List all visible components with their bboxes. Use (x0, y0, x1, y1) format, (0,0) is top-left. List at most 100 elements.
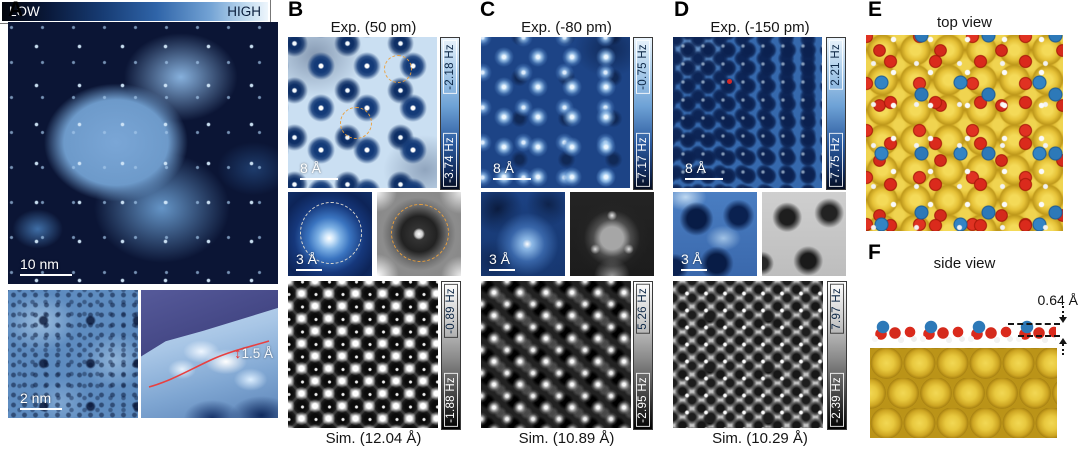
panel-e-title: top view (936, 14, 993, 31)
panel-d-title: Exp. (-150 pm) (710, 19, 810, 36)
sim-colorbar-d: 7.97 Hz -2.39 Hz (827, 281, 847, 430)
colorbar-max-label: 5.26 Hz (636, 284, 650, 334)
afm-exp-image-d: 8 Å (673, 37, 822, 188)
red-marker (726, 79, 732, 85)
scalebar-label: 3 Å (681, 250, 703, 267)
colorbar-max-label: 2.21 Hz (829, 40, 843, 90)
colorbar-max-label: -0.89 Hz (444, 284, 458, 338)
afm-sim-image-d (673, 281, 823, 428)
exp-colorbar-c: -0.75 Hz -7.17 Hz (633, 37, 653, 190)
panel-b-title: Exp. (50 pm) (330, 19, 417, 36)
3d-surface (141, 307, 278, 418)
panel-e-label: E (868, 0, 883, 21)
zoom-image-sim-d (762, 192, 846, 276)
sim-colorbar-c: 5.26 Hz -2.95 Hz (633, 281, 653, 430)
top-view-model (866, 35, 1063, 231)
molecule-layer (870, 315, 1056, 348)
afm-sim-image-c (481, 281, 631, 428)
height-annotation: ↕1.5 Å (234, 345, 273, 363)
colorbar-min-label: -1.88 Hz (444, 373, 458, 427)
zoom-image-sim-c (570, 192, 654, 276)
scalebar-label: 8 Å (300, 159, 322, 176)
colorbar-max-label: 7.97 Hz (830, 284, 844, 334)
exp-colorbar-d: 2.21 Hz -7.75 Hz (826, 37, 846, 190)
scalebar-line (296, 268, 322, 271)
measure-line (1062, 306, 1064, 317)
panel-c-title: Exp. (-80 pm) (521, 19, 612, 36)
scalebar-10nm: 10 nm (20, 255, 72, 276)
zoom-image-exp-b: 3 Å (288, 192, 372, 276)
scalebar-8a: 8 Å (300, 159, 338, 180)
colorbar-max-label: -2.18 Hz (443, 40, 457, 94)
profile-line-path (148, 340, 270, 388)
height-annotation-label: 1.5 Å (241, 346, 273, 361)
scalebar-line (493, 177, 531, 180)
colorbar-min-label: -2.39 Hz (830, 373, 844, 427)
dashed-circle-annotation (391, 204, 449, 262)
scalebar-2nm: 2 nm (20, 389, 62, 410)
scalebar-label: 10 nm (20, 255, 59, 272)
exp-colorbar-b: -2.18 Hz -3.74 Hz (440, 37, 460, 190)
colorbar-max-label: -0.75 Hz (636, 40, 650, 94)
measure-line (1062, 344, 1064, 355)
scalebar-label: 3 Å (296, 250, 318, 267)
colorbar-min-label: -7.17 Hz (636, 133, 650, 187)
zoom-image-exp-c: 3 Å (481, 192, 565, 276)
scalebar-label: 2 nm (20, 389, 52, 406)
gold-slab (870, 348, 1057, 438)
panel-d-label: D (674, 0, 690, 21)
low-label: LOW (9, 4, 40, 19)
scalebar-line (20, 273, 72, 276)
sim-caption-b: Sim. (12.04 Å) (325, 430, 422, 447)
panel-f-label: F (868, 241, 881, 264)
scalebar-label: 8 Å (685, 159, 707, 176)
panel-a-label: A (8, 0, 24, 21)
sim-caption-c: Sim. (10.89 Å) (518, 430, 615, 447)
color-scale-bar: LOW HIGH (0, 0, 270, 23)
scalebar-line (685, 177, 723, 180)
stm-3d-profile-image: ↕1.5 Å (141, 290, 278, 418)
colorbar-min-label: -7.75 Hz (829, 133, 843, 187)
dashed-reference-line (1008, 323, 1060, 325)
scalebar-line (489, 268, 515, 271)
afm-exp-image-c: 8 Å (481, 37, 630, 188)
dashed-circle-annotation (384, 55, 412, 83)
scalebar-line (300, 177, 338, 180)
sim-caption-d: Sim. (10.29 Å) (712, 430, 808, 447)
dashed-reference-line (1018, 335, 1060, 337)
zoom-image-sim-b (377, 192, 461, 276)
scalebar-3a: 3 Å (681, 250, 707, 271)
scalebar-line (20, 407, 62, 410)
height-arrow-icon: ↕ (233, 345, 242, 362)
panel-b-label: B (288, 0, 304, 21)
scalebar-8a: 8 Å (685, 159, 723, 180)
scalebar-line (681, 268, 707, 271)
high-label: HIGH (227, 4, 261, 19)
scalebar-3a: 3 Å (296, 250, 322, 271)
stm-overview-image: 10 nm (8, 22, 278, 284)
arrow-up-icon (1059, 338, 1067, 344)
afm-sim-image-b (288, 281, 438, 428)
dashed-circle-annotation (300, 202, 362, 264)
scalebar-label: 3 Å (489, 250, 511, 267)
panel-c-label: C (480, 0, 496, 21)
zoom-image-exp-d: 3 Å (673, 192, 757, 276)
height-annotation-label: 0.64 Å (1037, 292, 1078, 308)
afm-exp-image-b: 8 Å (288, 37, 437, 188)
sim-colorbar-b: -0.89 Hz -1.88 Hz (441, 281, 461, 430)
scalebar-8a: 8 Å (493, 160, 531, 180)
scalebar-3a: 3 Å (489, 250, 515, 271)
colorbar-min-label: -3.74 Hz (443, 133, 457, 187)
panel-f-title: side view (933, 255, 996, 272)
colorbar-min-label: -2.95 Hz (636, 373, 650, 427)
arrow-down-icon (1059, 317, 1067, 323)
stm-lattice-image: 2 nm (8, 290, 138, 418)
dashed-circle-annotation (340, 107, 372, 139)
